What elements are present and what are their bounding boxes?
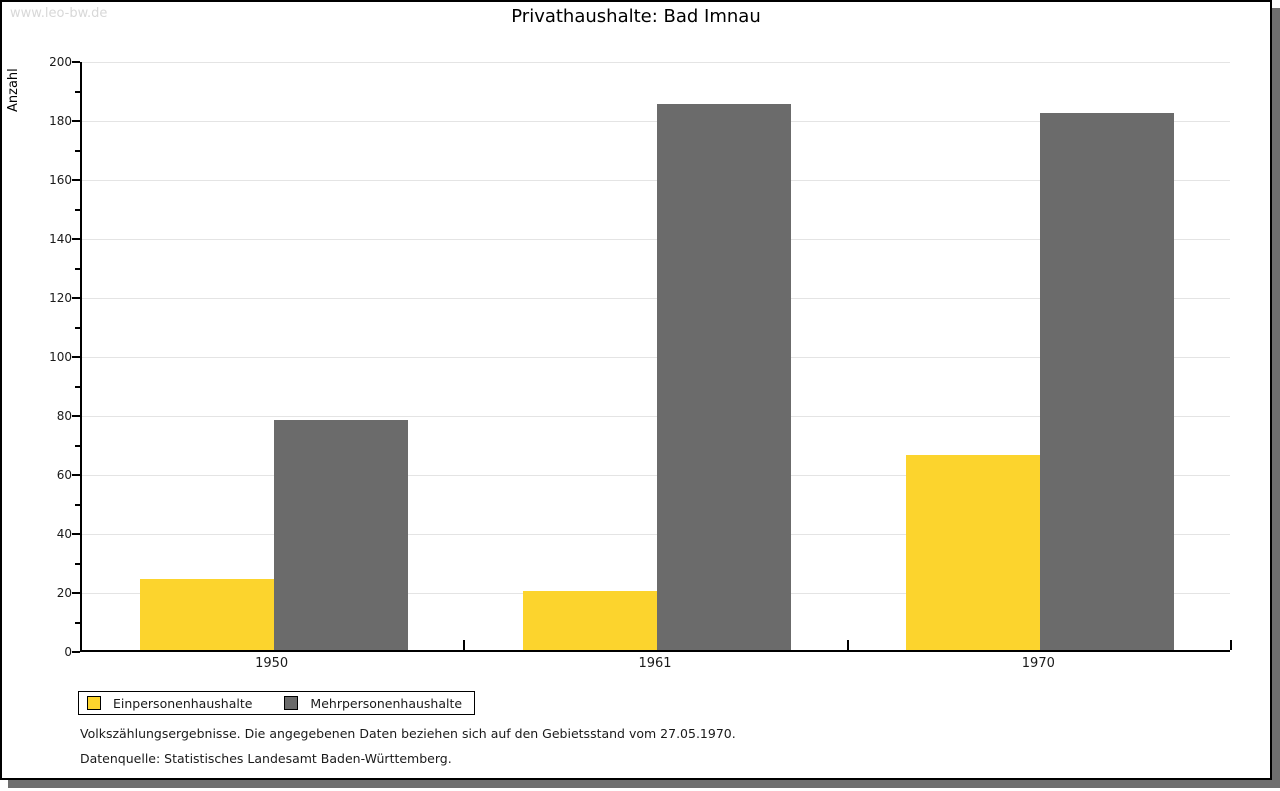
y-tick-label: 100 [49, 350, 72, 364]
y-tick-label: 60 [56, 468, 72, 482]
y-tick-label: 160 [49, 173, 72, 187]
legend-label: Einpersonenhaushalte [113, 695, 253, 711]
y-tick-label: 140 [49, 232, 72, 246]
y-minor-tick [75, 444, 80, 447]
y-minor-tick [75, 562, 80, 565]
y-major-tick [72, 120, 80, 122]
x-axis-labels: 1950 1961 1970 [80, 656, 1230, 676]
bar-mehrpersonenhaushalte-1950 [273, 419, 408, 650]
bar-einpersonenhaushalte-1970 [906, 455, 1041, 650]
y-major-tick [72, 356, 80, 358]
gridline [82, 297, 1230, 299]
y-major-tick [72, 533, 80, 535]
watermark: www.leo-bw.de [10, 6, 108, 21]
x-category-tick [1230, 640, 1232, 650]
y-tick-label: 80 [56, 409, 72, 423]
bar-mehrpersonenhaushalte-1961 [657, 104, 791, 650]
y-minor-tick [75, 90, 80, 93]
gridline [82, 238, 1230, 240]
x-category-tick [463, 640, 466, 650]
y-tick-label: 40 [56, 527, 72, 541]
legend: Einpersonenhaushalte Mehrpersonenhaushalt… [78, 691, 476, 715]
x-category-tick [846, 640, 849, 650]
chart-sheet: www.leo-bw.de Privathaushalte: Bad Imnau… [0, 0, 1272, 780]
footnote-source-note: Volkszählungsergebnisse. Die angegebenen… [80, 726, 736, 741]
y-minor-tick [75, 267, 80, 270]
gridline [82, 61, 1230, 63]
chart-title: Privathaushalte: Bad Imnau [511, 6, 761, 27]
legend-label: Mehrpersonenhaushalte [310, 695, 463, 711]
bar-mehrpersonenhaushalte-1970 [1040, 113, 1175, 650]
y-minor-tick [75, 621, 80, 624]
y-major-tick [72, 415, 80, 417]
y-tick-label: 20 [56, 586, 72, 600]
footnote-data-source: Datenquelle: Statistisches Landesamt Bad… [80, 751, 452, 766]
y-major-tick [72, 651, 80, 653]
y-major-tick [72, 297, 80, 299]
y-axis-ticks [72, 61, 80, 654]
y-minor-tick [75, 503, 80, 506]
gridline [82, 474, 1230, 476]
gridline [82, 120, 1230, 122]
y-tick-label: 0 [64, 645, 72, 659]
gridline [82, 179, 1230, 181]
gridline [82, 356, 1230, 358]
y-major-tick [72, 474, 80, 476]
x-category-label: 1961 [638, 656, 672, 671]
y-tick-label: 120 [49, 291, 72, 305]
y-minor-tick [75, 149, 80, 152]
bar-einpersonenhaushalte-1950 [139, 579, 274, 650]
y-major-tick [72, 238, 80, 240]
y-tick-label: 180 [49, 114, 72, 128]
x-category-label: 1950 [255, 656, 289, 671]
x-category-label: 1970 [1021, 656, 1055, 671]
gridline [82, 415, 1230, 417]
y-major-tick [72, 179, 80, 181]
bar-einpersonenhaushalte-1961 [523, 591, 657, 650]
legend-swatch-icon [284, 696, 299, 710]
y-minor-tick [75, 208, 80, 211]
legend-item: Mehrpersonenhaushalte [284, 696, 462, 711]
plot-area [80, 61, 1232, 652]
gridline [82, 533, 1230, 535]
legend-item: Einpersonenhaushalte [87, 696, 252, 711]
y-major-tick [72, 592, 80, 594]
y-axis-tick-labels: 0 20 40 60 80 100 120 140 160 180 200 [2, 55, 72, 659]
y-major-tick [72, 61, 80, 63]
legend-swatch-icon [87, 696, 101, 710]
y-tick-label: 200 [49, 55, 72, 69]
y-minor-tick [75, 326, 80, 329]
y-minor-tick [75, 385, 80, 388]
